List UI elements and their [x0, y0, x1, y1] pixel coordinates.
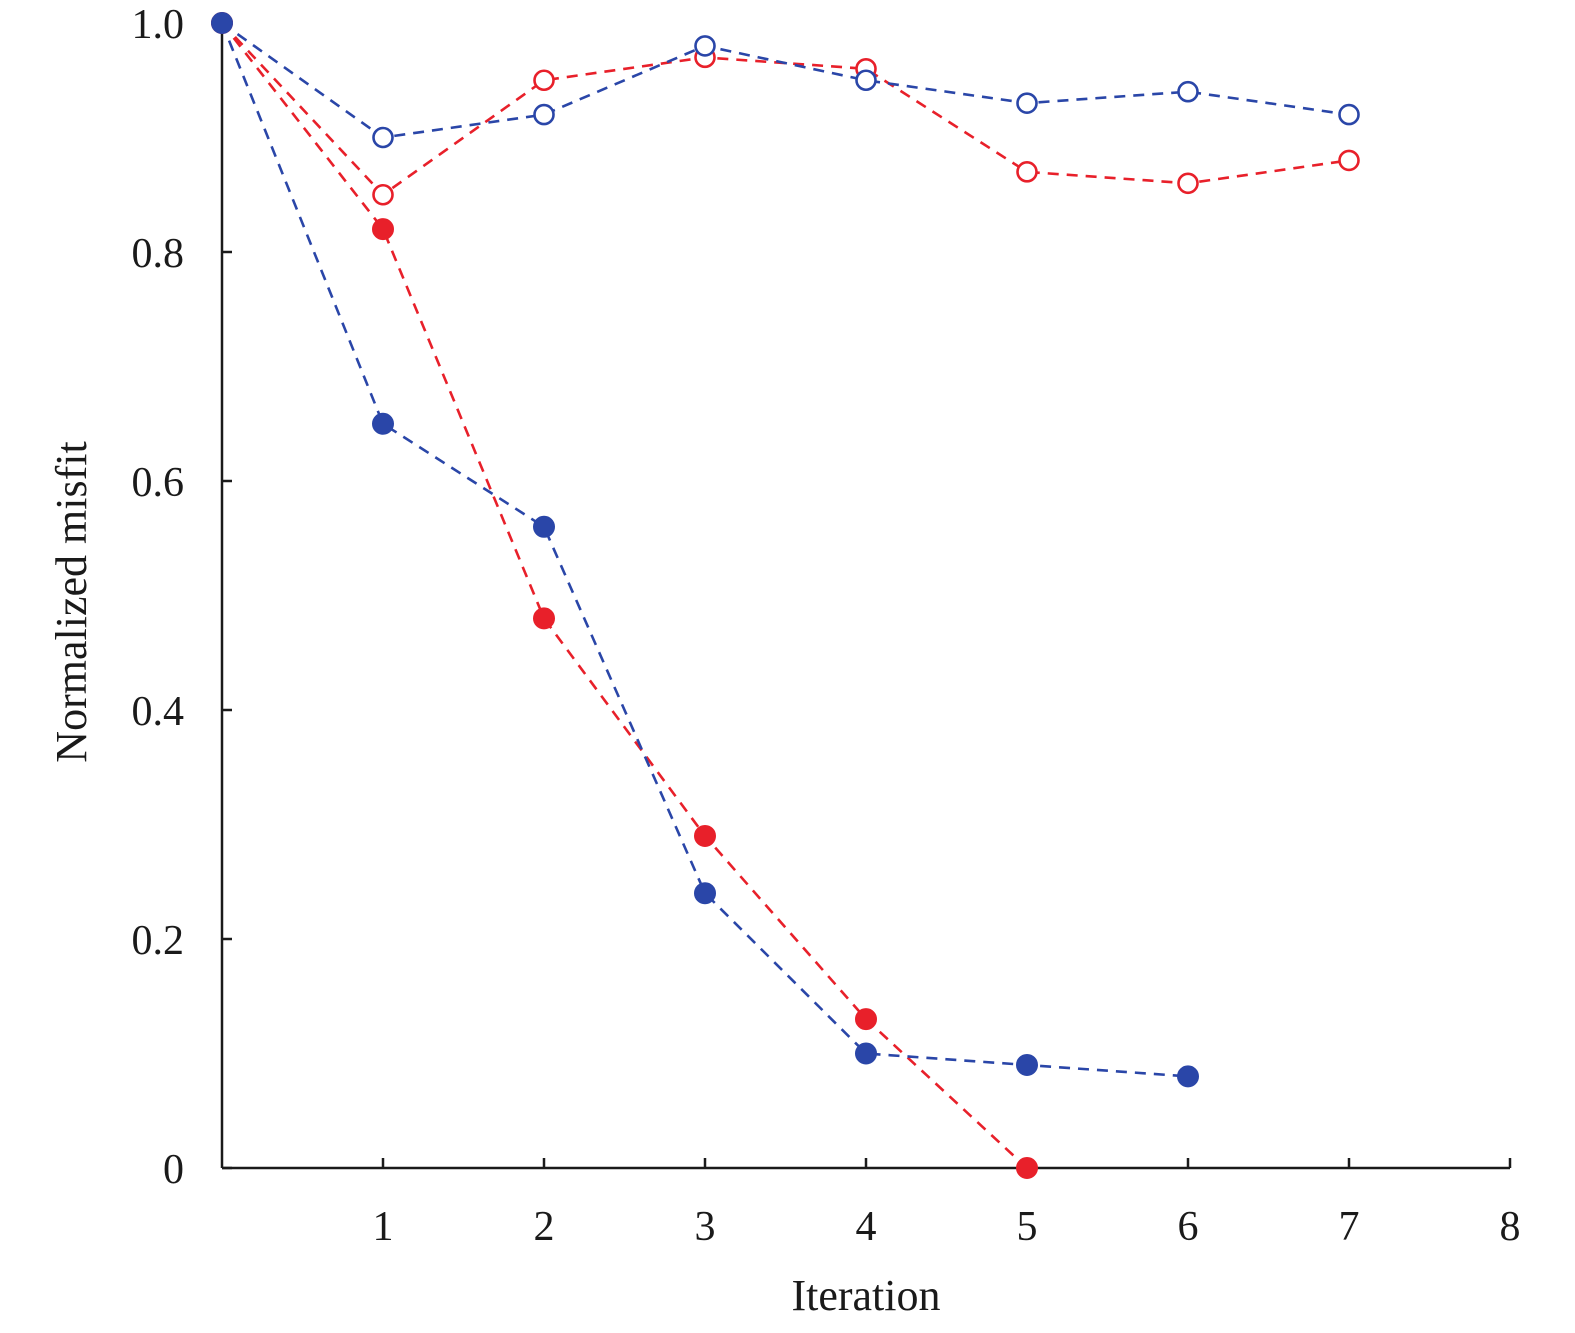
- data-point-blue-open-circle: [533, 103, 555, 126]
- y-tick-label: 0.6: [132, 460, 185, 506]
- x-tick-label: 4: [856, 1204, 877, 1250]
- x-tick-label: 3: [695, 1204, 716, 1250]
- y-tick-label: 1.0: [132, 2, 185, 48]
- x-tick-label: 7: [1339, 1204, 1360, 1250]
- data-point-blue-open-circle: [694, 35, 716, 57]
- y-tick-label: 0.8: [132, 231, 185, 277]
- x-tick-label: 2: [534, 1204, 555, 1250]
- data-point-red-open-circle: [533, 69, 555, 92]
- series-points: [211, 12, 1360, 1179]
- data-point-blue-filled-circle: [211, 12, 233, 34]
- y-axis-label: Normalized misfit: [47, 441, 96, 762]
- x-tick-label: 1: [373, 1204, 394, 1250]
- data-point-red-open-circle: [1338, 149, 1360, 172]
- data-point-red-filled-circle: [1016, 1157, 1038, 1179]
- data-point-blue-open-circle: [372, 126, 394, 149]
- data-point-red-open-circle: [1016, 161, 1038, 183]
- data-point-blue-filled-circle: [372, 412, 394, 435]
- data-point-blue-filled-circle: [694, 882, 716, 905]
- series-line-blue-open-circle: [221, 21, 1350, 139]
- data-point-blue-filled-circle: [1016, 1053, 1038, 1076]
- data-point-red-filled-circle: [855, 1008, 877, 1031]
- y-tick-label: 0.2: [132, 918, 185, 964]
- data-point-red-filled-circle: [694, 824, 716, 847]
- data-point-red-open-circle: [372, 183, 394, 206]
- data-point-red-filled-circle: [533, 607, 555, 630]
- data-point-blue-filled-circle: [1177, 1065, 1199, 1088]
- data-point-red-filled-circle: [372, 218, 394, 241]
- series-line-red-filled-circle: [220, 22, 1028, 1169]
- ticks: 1 2 3 4 5 6 7 8 0 0.2 0.4 0.6 0.8 1.0: [132, 2, 1521, 1250]
- data-point-blue-filled-circle: [533, 515, 555, 538]
- data-point-blue-filled-circle: [855, 1042, 877, 1065]
- axes: [220, 23, 1510, 1170]
- series-line-blue-filled-circle: [220, 22, 1189, 1078]
- x-tick-label: 6: [1178, 1204, 1199, 1250]
- x-axis-label: Iteration: [791, 1271, 940, 1320]
- x-tick-label: 8: [1500, 1204, 1521, 1250]
- y-tick-label: 0.4: [132, 689, 185, 735]
- y-tick-label: 0: [163, 1147, 184, 1193]
- data-point-red-open-circle: [1177, 172, 1199, 195]
- data-point-blue-open-circle: [1177, 80, 1199, 103]
- series-line-red-open-circle: [221, 22, 1350, 197]
- data-point-blue-open-circle: [855, 69, 877, 92]
- data-point-blue-open-circle: [1016, 92, 1038, 114]
- x-tick-label: 5: [1017, 1204, 1038, 1250]
- data-point-blue-open-circle: [1338, 103, 1360, 126]
